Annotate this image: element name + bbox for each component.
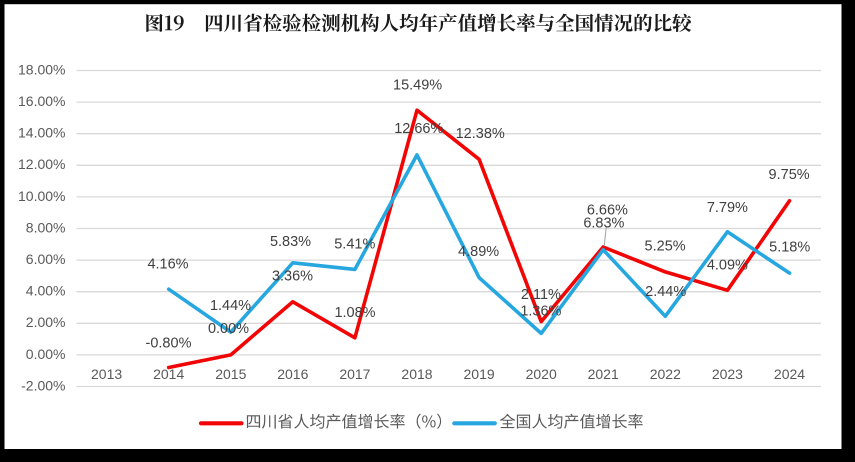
svg-text:7.79%: 7.79% <box>707 200 748 216</box>
svg-text:2023: 2023 <box>712 366 743 382</box>
svg-text:9.75%: 9.75% <box>769 167 810 183</box>
svg-text:15.49%: 15.49% <box>393 77 442 93</box>
svg-text:-0.80%: -0.80% <box>146 336 192 352</box>
svg-text:0.00%: 0.00% <box>26 346 66 362</box>
svg-text:2.44%: 2.44% <box>645 284 686 300</box>
svg-text:10.00%: 10.00% <box>18 188 65 204</box>
svg-text:5.25%: 5.25% <box>645 239 686 255</box>
svg-text:3.36%: 3.36% <box>272 269 313 285</box>
svg-text:4.16%: 4.16% <box>147 257 188 273</box>
svg-text:1.36%: 1.36% <box>520 304 561 320</box>
svg-text:4.00%: 4.00% <box>26 283 66 299</box>
svg-text:2.11%: 2.11% <box>521 287 561 303</box>
svg-text:2022: 2022 <box>650 366 681 382</box>
svg-text:8.00%: 8.00% <box>26 219 66 235</box>
svg-text:1.08%: 1.08% <box>334 305 375 321</box>
svg-text:2019: 2019 <box>464 366 495 382</box>
svg-text:2018: 2018 <box>401 366 432 382</box>
svg-text:14.00%: 14.00% <box>18 125 65 141</box>
svg-text:2020: 2020 <box>526 366 557 382</box>
svg-text:5.41%: 5.41% <box>334 237 375 253</box>
svg-text:2017: 2017 <box>339 366 370 382</box>
svg-text:4.09%: 4.09% <box>707 258 748 274</box>
svg-text:16.00%: 16.00% <box>18 93 65 109</box>
svg-text:4.89%: 4.89% <box>458 244 499 260</box>
svg-text:2.00%: 2.00% <box>26 314 66 330</box>
svg-text:2021: 2021 <box>588 366 619 382</box>
svg-text:2014: 2014 <box>153 366 184 382</box>
svg-text:6.00%: 6.00% <box>26 251 66 267</box>
svg-text:0.00%: 0.00% <box>208 321 249 337</box>
svg-text:12.00%: 12.00% <box>18 156 65 172</box>
svg-text:1.44%: 1.44% <box>210 298 251 314</box>
svg-text:5.83%: 5.83% <box>270 234 311 250</box>
svg-text:-2.00%: -2.00% <box>21 377 65 393</box>
svg-text:6.66%: 6.66% <box>587 203 628 219</box>
svg-text:18.00%: 18.00% <box>18 61 65 77</box>
svg-text:2016: 2016 <box>277 366 308 382</box>
svg-text:6.83%: 6.83% <box>583 216 624 232</box>
svg-text:5.18%: 5.18% <box>769 240 810 256</box>
svg-text:2013: 2013 <box>91 366 122 382</box>
svg-text:12.66%: 12.66% <box>394 121 443 137</box>
svg-text:2024: 2024 <box>774 366 805 382</box>
svg-text:2015: 2015 <box>215 366 246 382</box>
svg-text:12.38%: 12.38% <box>456 126 505 142</box>
